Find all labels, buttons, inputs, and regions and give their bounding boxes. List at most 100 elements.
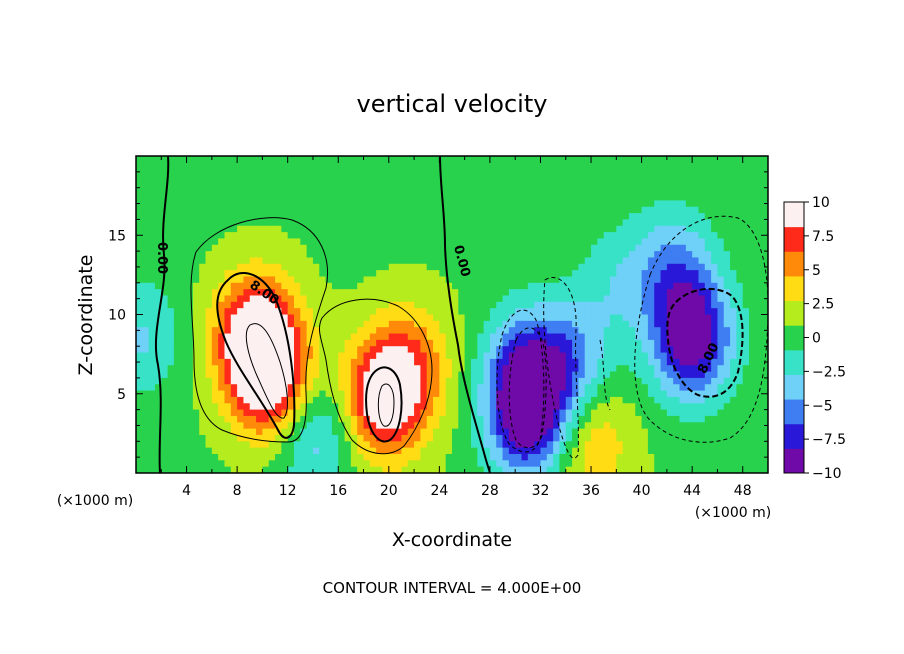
field-cell xyxy=(749,162,756,170)
field-cell xyxy=(717,396,725,404)
field-cell xyxy=(527,295,535,303)
field-cell xyxy=(483,232,491,240)
field-cell xyxy=(281,225,289,233)
field-cell xyxy=(572,447,579,455)
field-cell xyxy=(161,390,169,398)
field-cell xyxy=(369,263,377,271)
field-cell xyxy=(603,308,611,316)
field-cell xyxy=(376,352,384,360)
field-cell xyxy=(312,181,320,189)
field-cell xyxy=(496,403,504,411)
field-cell xyxy=(704,434,712,442)
field-cell xyxy=(742,263,750,271)
field-cell xyxy=(546,384,554,392)
field-cell xyxy=(256,168,263,176)
field-cell xyxy=(641,320,649,328)
field-cell xyxy=(628,428,636,436)
field-cell xyxy=(192,156,200,163)
field-cell xyxy=(565,187,573,195)
field-cell xyxy=(186,403,194,411)
field-cell xyxy=(628,327,636,335)
field-cell xyxy=(647,257,655,265)
field-cell xyxy=(698,453,706,461)
field-cell xyxy=(154,384,162,392)
field-cell xyxy=(350,308,358,316)
field-cell xyxy=(154,187,162,195)
field-cell xyxy=(508,415,516,423)
field-cell xyxy=(148,365,156,373)
field-cell xyxy=(483,390,491,398)
field-cell xyxy=(388,320,396,328)
field-cell xyxy=(647,162,655,170)
field-cell xyxy=(275,295,282,303)
field-cell xyxy=(584,232,592,240)
field-cell xyxy=(496,213,504,220)
field-cell xyxy=(224,358,232,366)
field-cell xyxy=(761,181,768,189)
field-cell xyxy=(205,320,213,328)
field-cell xyxy=(692,415,700,423)
field-cell xyxy=(635,339,643,347)
field-cell xyxy=(312,257,320,265)
field-cell xyxy=(527,346,535,354)
field-cell xyxy=(470,352,478,360)
field-cell xyxy=(388,346,396,354)
field-cell xyxy=(148,295,156,303)
field-cell xyxy=(736,308,744,316)
field-cell xyxy=(755,168,763,176)
field-cell xyxy=(395,352,403,360)
field-cell xyxy=(338,314,346,322)
field-cell xyxy=(527,447,535,455)
field-cell xyxy=(635,441,643,449)
field-cell xyxy=(199,415,207,423)
field-cell xyxy=(154,396,162,404)
field-cell xyxy=(546,314,554,322)
field-cell xyxy=(395,333,403,341)
field-cell xyxy=(515,339,523,347)
field-cell xyxy=(610,232,617,240)
field-cell xyxy=(192,409,200,417)
field-cell xyxy=(730,428,737,436)
field-cell xyxy=(685,390,693,398)
field-cell xyxy=(395,371,403,379)
field-cell xyxy=(521,200,529,208)
field-cell xyxy=(540,175,548,182)
field-cell xyxy=(546,181,554,189)
field-cell xyxy=(243,206,251,214)
field-cell xyxy=(704,270,712,278)
field-cell xyxy=(616,371,624,379)
field-cell xyxy=(489,206,497,214)
field-cell xyxy=(622,377,630,385)
field-cell xyxy=(749,384,756,392)
field-cell xyxy=(199,371,207,379)
field-cell xyxy=(186,301,194,309)
field-cell xyxy=(515,301,523,309)
field-cell xyxy=(218,200,226,208)
field-cell xyxy=(376,295,384,303)
field-cell xyxy=(698,156,706,163)
field-cell xyxy=(534,295,542,303)
field-cell xyxy=(369,289,377,297)
field-cell xyxy=(749,409,756,417)
field-cell xyxy=(287,175,295,182)
field-cell xyxy=(173,219,181,227)
field-cell xyxy=(603,314,611,322)
field-cell xyxy=(628,213,636,220)
field-cell xyxy=(692,314,700,322)
field-cell xyxy=(376,308,384,316)
field-cell xyxy=(616,428,624,436)
field-cell xyxy=(420,156,428,163)
field-cell xyxy=(243,162,251,170)
field-cell xyxy=(433,232,440,240)
field-cell xyxy=(692,409,700,417)
field-cell xyxy=(464,301,472,309)
field-cell xyxy=(294,225,301,233)
field-cell xyxy=(477,396,485,404)
field-cell xyxy=(692,282,700,290)
field-cell xyxy=(388,466,396,473)
field-cell xyxy=(382,390,390,398)
field-cell xyxy=(452,301,459,309)
field-cell xyxy=(249,434,257,442)
field-cell xyxy=(515,327,523,335)
field-cell xyxy=(452,352,459,360)
